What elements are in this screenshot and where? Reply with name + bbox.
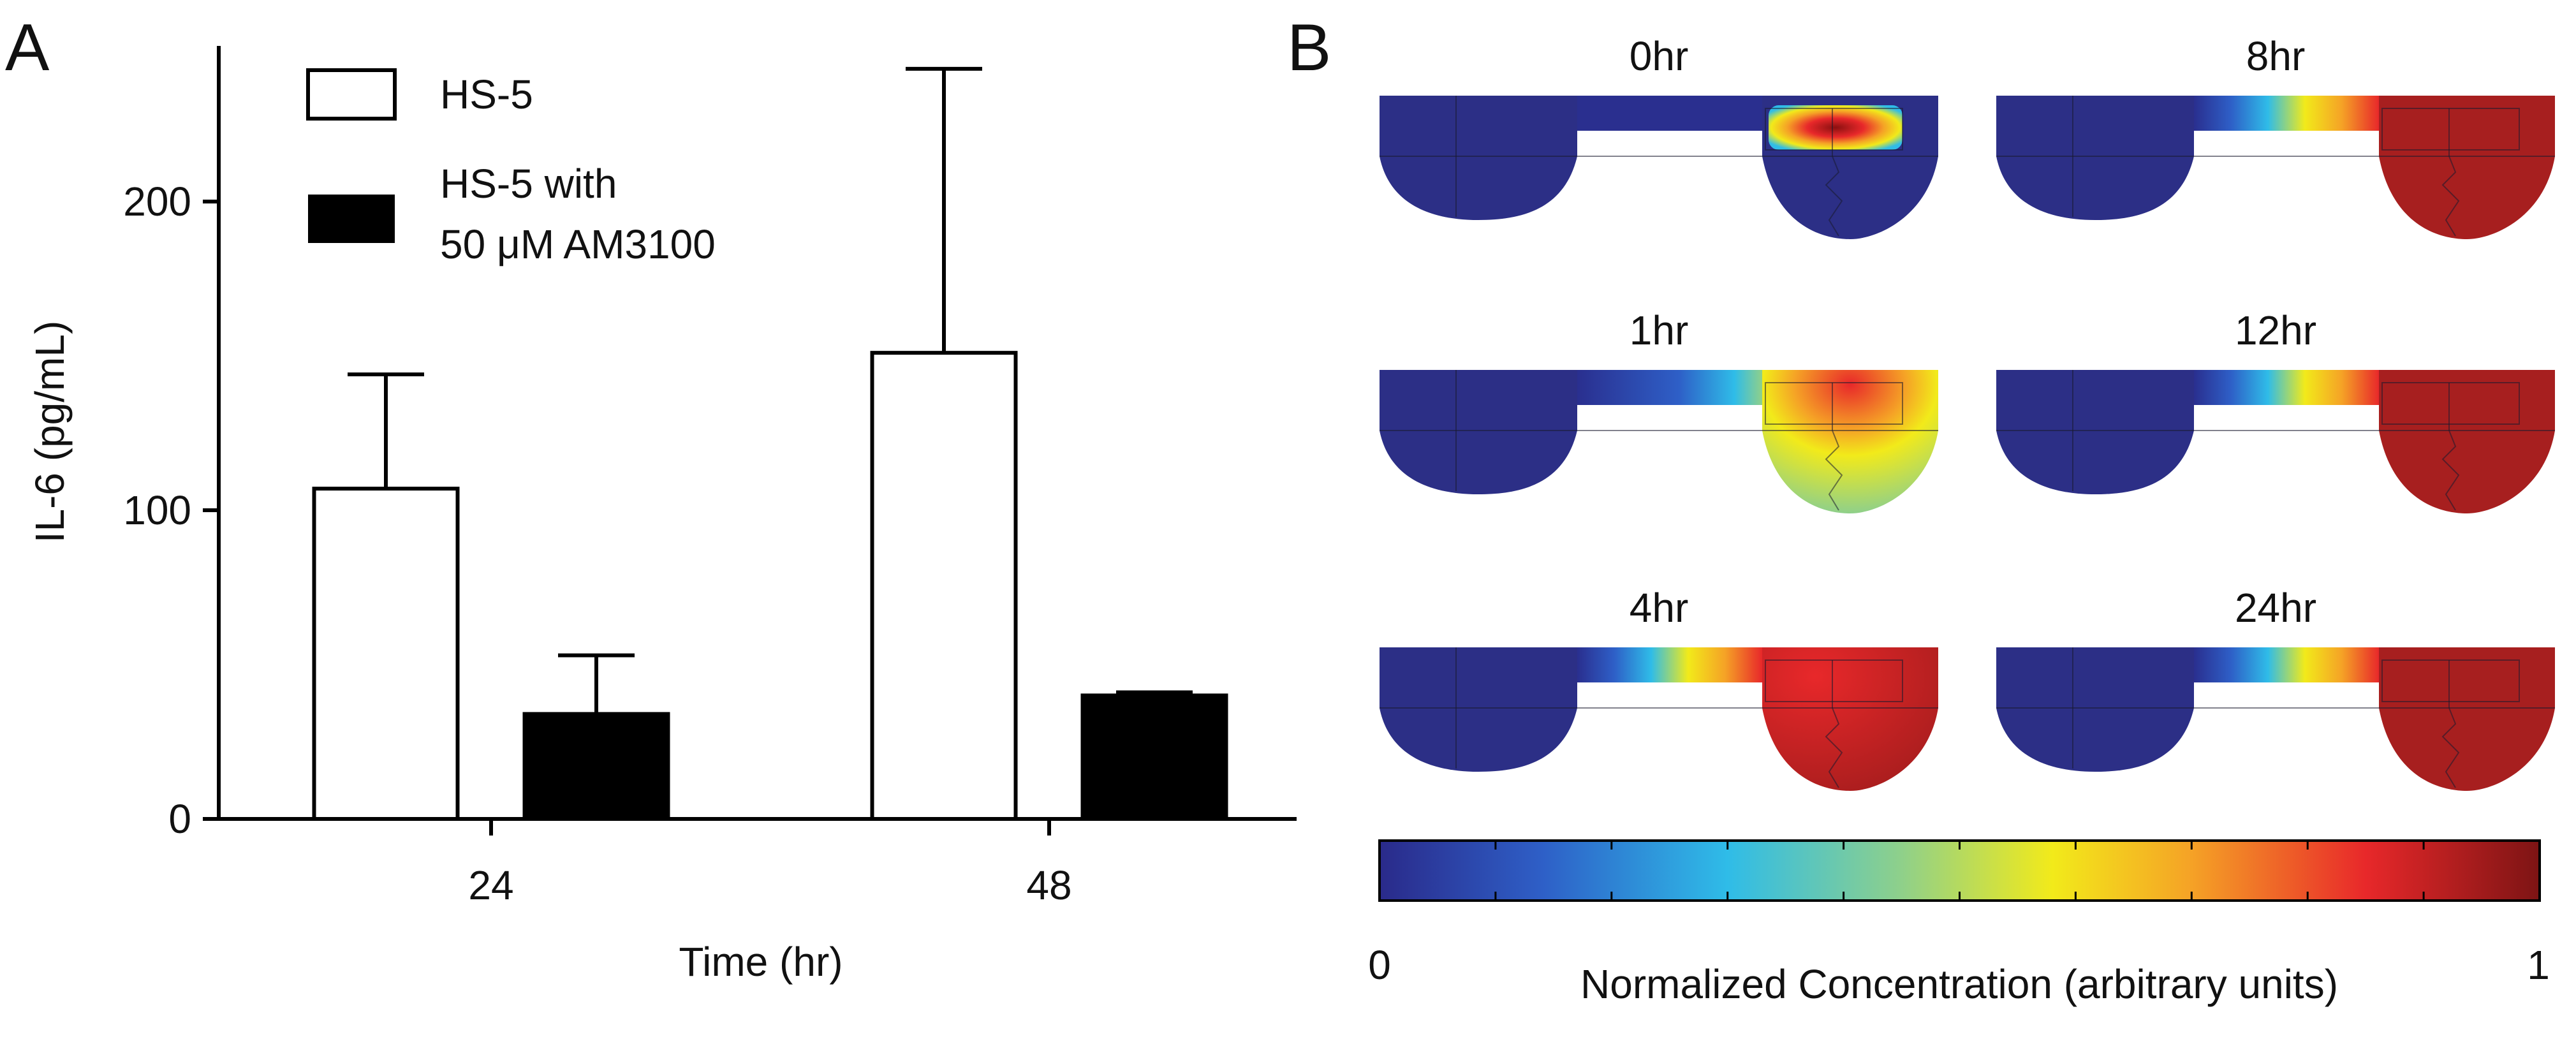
simulation-grid: 0hr 8hr 1hr 12hr 4hr 24hr bbox=[1380, 33, 2555, 791]
mesh-box bbox=[1765, 108, 1903, 151]
y-axis-label: IL-6 (pg/mL) bbox=[27, 321, 73, 543]
colorbar-max-label: 1 bbox=[2527, 942, 2550, 988]
channel bbox=[1577, 96, 1762, 131]
mesh-box bbox=[1765, 382, 1903, 425]
legend-label-am3100-line1: HS-5 with bbox=[440, 161, 617, 207]
colorbar-min-label: 0 bbox=[1368, 942, 1391, 988]
simulation-8hr: 8hr bbox=[1996, 33, 2555, 239]
legend-label-hs5: HS-5 bbox=[440, 71, 533, 117]
mesh-box bbox=[2381, 382, 2520, 425]
channel bbox=[2194, 96, 2379, 131]
bar-hs5-am3100 bbox=[522, 712, 670, 821]
x-axis-label: Time (hr) bbox=[679, 939, 843, 985]
mesh-box bbox=[2381, 659, 2520, 702]
bar-chart: 0 100 200 24 48 IL-6 (pg/mL) Time (hr) HS-5… bbox=[27, 46, 1297, 985]
x-tick-label: 24 bbox=[468, 862, 513, 908]
left-reservoir bbox=[1380, 370, 1577, 494]
legend-swatch-am3100 bbox=[308, 195, 395, 243]
right-reservoir bbox=[1762, 647, 1938, 791]
y-tick-label: 0 bbox=[168, 796, 191, 842]
mesh-line bbox=[2441, 430, 2460, 511]
simulation-1hr: 1hr bbox=[1380, 307, 1938, 513]
right-reservoir bbox=[2379, 96, 2555, 239]
simulation-24hr: 24hr bbox=[1996, 585, 2555, 791]
y-tick-label: 200 bbox=[123, 179, 191, 225]
bar-hs5 bbox=[870, 351, 1018, 821]
mesh-box bbox=[1765, 659, 1903, 702]
mesh-line bbox=[1825, 430, 1843, 511]
right-reservoir bbox=[2379, 647, 2555, 791]
time-label: 8hr bbox=[2246, 33, 2306, 79]
colorbar-gradient bbox=[1378, 839, 2541, 902]
y-tick-label: 100 bbox=[123, 487, 191, 533]
bar-hs5 bbox=[312, 487, 460, 821]
colorbar: 0 1 Normalized Concentration (arbitrary … bbox=[1368, 839, 2550, 1007]
mesh-box bbox=[2381, 108, 2520, 151]
time-label: 12hr bbox=[2235, 307, 2316, 353]
channel bbox=[1577, 647, 1762, 682]
time-label: 1hr bbox=[1630, 307, 1689, 353]
right-reservoir bbox=[2379, 370, 2555, 513]
mesh-line bbox=[1825, 156, 1843, 237]
channel bbox=[2194, 370, 2379, 405]
left-reservoir bbox=[1996, 647, 2194, 772]
time-label: 24hr bbox=[2235, 585, 2316, 631]
right-reservoir bbox=[1762, 370, 1938, 513]
simulation-4hr: 4hr bbox=[1380, 585, 1938, 791]
channel bbox=[2194, 647, 2379, 682]
simulation-0hr: 0hr bbox=[1380, 33, 1938, 239]
colorbar-title: Normalized Concentration (arbitrary unit… bbox=[1580, 961, 2338, 1007]
legend-swatch-hs5 bbox=[306, 68, 397, 121]
left-reservoir bbox=[1380, 647, 1577, 772]
legend-label-am3100-line2: 50 μM AM3100 bbox=[440, 221, 716, 267]
panel-a-label: A bbox=[5, 11, 50, 85]
channel bbox=[1577, 370, 1762, 405]
x-tick-label: 48 bbox=[1026, 862, 1071, 908]
bar-hs5-am3100 bbox=[1080, 693, 1228, 821]
mesh-line bbox=[1825, 707, 1843, 788]
mesh-line bbox=[2441, 156, 2460, 237]
simulation-12hr: 12hr bbox=[1996, 307, 2555, 513]
panel-b-label: B bbox=[1287, 11, 1331, 85]
left-reservoir bbox=[1380, 96, 1577, 220]
left-reservoir bbox=[1996, 96, 2194, 220]
time-label: 4hr bbox=[1630, 585, 1689, 631]
initial-hotspot bbox=[1769, 105, 1903, 150]
time-label: 0hr bbox=[1630, 33, 1689, 79]
legend: HS-5 HS-5 with 50 μM AM3100 bbox=[306, 68, 716, 267]
mesh-line bbox=[2441, 707, 2460, 788]
left-reservoir bbox=[1996, 370, 2194, 494]
